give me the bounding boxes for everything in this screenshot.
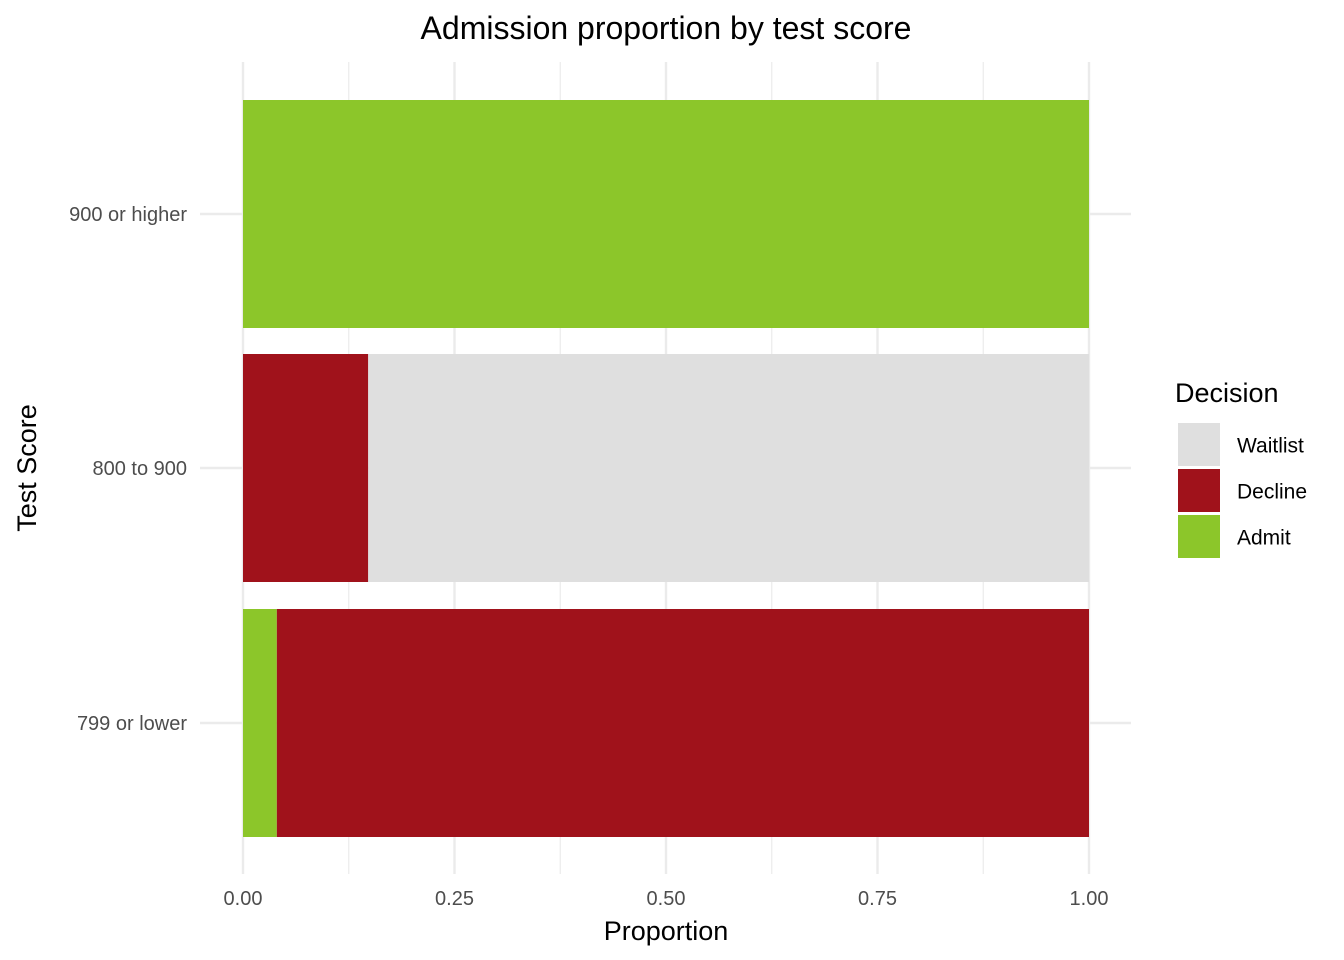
legend: Decision Waitlist Decline Admit: [1175, 378, 1307, 558]
legend-key-decline: [1178, 469, 1220, 512]
bar-segment-admit: [243, 609, 277, 837]
x-tick-label: 1.00: [1070, 888, 1109, 910]
bar-segment-admit: [243, 100, 1089, 328]
x-tick-label: 0.75: [858, 888, 897, 910]
bars-layer: [243, 100, 1090, 837]
x-axis-title: Proportion: [604, 916, 729, 946]
legend-key-admit: [1178, 515, 1220, 558]
y-axis-title: Test Score: [12, 404, 42, 532]
legend-label-waitlist: Waitlist: [1237, 435, 1304, 458]
y-tick-label: 800 to 900: [92, 458, 187, 480]
x-tick-label: 0.50: [647, 888, 686, 910]
bar-segment-waitlist: [368, 354, 1089, 582]
x-tick-label: 0.00: [224, 888, 263, 910]
legend-title: Decision: [1175, 378, 1279, 408]
legend-label-decline: Decline: [1237, 481, 1307, 504]
legend-key-waitlist: [1178, 423, 1220, 466]
bar-segment-decline: [243, 354, 369, 582]
legend-label-admit: Admit: [1237, 527, 1291, 550]
chart-title: Admission proportion by test score: [421, 10, 912, 46]
ticks-layer: 0.00 0.25 0.50 0.75 1.00 799 or lower 800 to 9…: [69, 204, 1108, 910]
y-tick-label: 799 or lower: [77, 713, 187, 735]
x-tick-label: 0.25: [435, 888, 474, 910]
y-tick-label: 900 or higher: [69, 204, 187, 226]
bar-segment-decline: [276, 609, 1090, 837]
